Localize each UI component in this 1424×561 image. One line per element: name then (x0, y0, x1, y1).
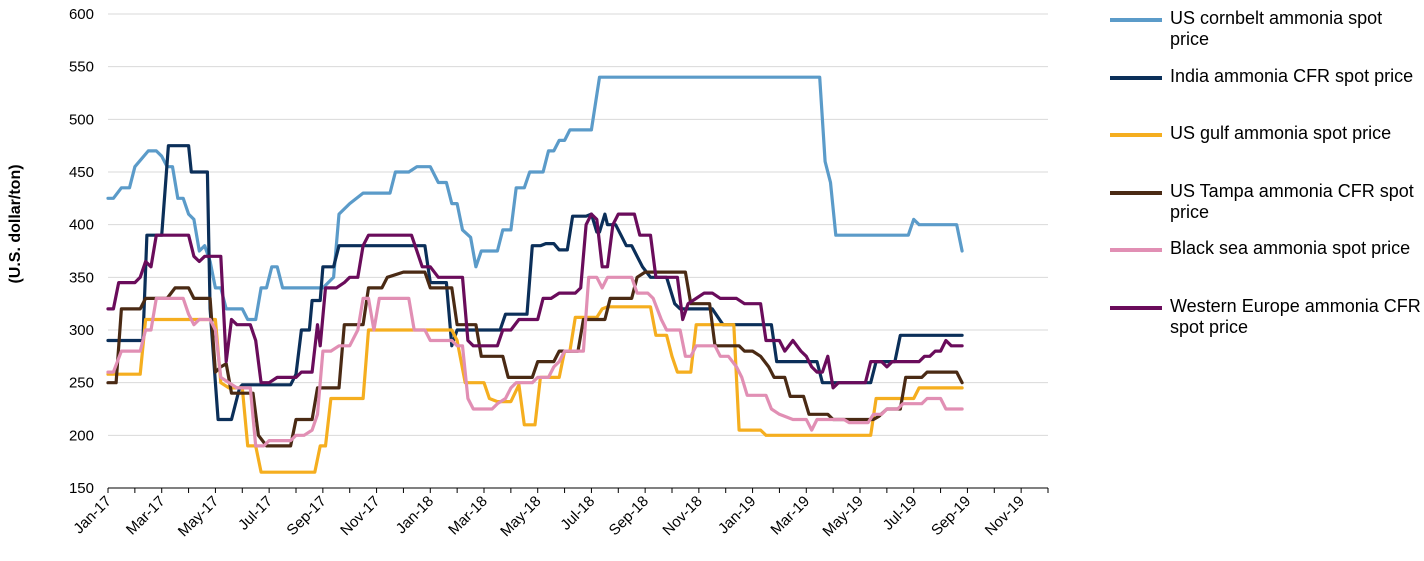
x-tick-label: Mar-19 (767, 493, 813, 539)
series-line-0 (106, 75, 964, 322)
legend-swatch (1110, 305, 1162, 310)
legend-item: US cornbelt ammonia spot price (1110, 8, 1422, 66)
x-tick-label: Jan-17 (70, 493, 114, 537)
legend-item: US gulf ammonia spot price (1110, 123, 1422, 181)
series-line-5 (106, 212, 964, 390)
x-tick-label: Sep-19 (928, 493, 974, 539)
x-axis: Jan-17 Mar-17 May-17 Jul-17 Sep-17 Nov-17 Jan-… (70, 487, 1049, 540)
legend-item: US Tampa ammonia CFR spot price (1110, 181, 1422, 239)
legend-item: India ammonia CFR spot price (1110, 66, 1422, 124)
x-tick-label: Nov-19 (982, 493, 1028, 539)
x-tick-label: Jan-19 (715, 493, 759, 537)
y-tick-label: 500 (69, 111, 94, 128)
legend-label: US cornbelt ammonia spot price (1170, 8, 1383, 49)
x-tick-label: Jul-19 (880, 493, 921, 534)
x-tick-label: Nov-17 (337, 493, 383, 539)
y-tick-label: 150 (69, 480, 94, 497)
y-tick-label: 400 (69, 217, 94, 234)
x-tick-label: Mar-17 (123, 493, 169, 539)
y-tick-label: 200 (69, 427, 94, 444)
x-tick-label: Mar-18 (445, 493, 491, 539)
y-tick-label: 300 (69, 322, 94, 339)
x-tick-label: May-19 (819, 493, 866, 540)
y-tick-label: 600 (69, 6, 94, 23)
series-lines (106, 75, 964, 474)
legend-swatch (1110, 248, 1162, 253)
y-tick-label: 550 (69, 59, 94, 76)
x-tick-label: Nov-18 (659, 493, 705, 539)
legend-label: US gulf ammonia spot price (1170, 123, 1392, 144)
legend-label: India ammonia CFR spot price (1170, 65, 1414, 86)
x-tick-label: May-17 (175, 493, 222, 540)
legend-item: Western Europe ammonia CFR spot price (1110, 296, 1422, 354)
legend-label: Black sea ammonia spot price (1170, 238, 1411, 259)
series-line-1 (106, 144, 964, 422)
y-axis-ticks: 150 200 250 300 350 400 450 500 550 600 (69, 6, 94, 497)
x-tick-label: Sep-17 (283, 493, 329, 539)
legend-item: Black sea ammonia spot price (1110, 238, 1422, 296)
y-axis-label: (U.S. dollar/ton) (7, 164, 24, 283)
legend-swatch (1110, 133, 1162, 138)
legend-label: Western Europe ammonia CFR spot price (1170, 295, 1421, 337)
x-tick-label: Jul-18 (557, 493, 598, 534)
gridlines (108, 13, 1048, 436)
y-tick-label: 450 (69, 164, 94, 181)
series-line-2 (106, 305, 964, 474)
legend-swatch (1110, 18, 1162, 22)
y-tick-label: 250 (69, 375, 94, 392)
x-tick-label: Jul-17 (235, 493, 276, 534)
x-tick-label: May-18 (497, 493, 544, 540)
y-tick-label: 350 (69, 269, 94, 286)
series-line-3 (106, 270, 964, 448)
legend-swatch (1110, 190, 1162, 195)
legend-label: US Tampa ammonia CFR spot price (1170, 180, 1414, 222)
x-tick-label: Sep-18 (606, 493, 652, 539)
x-tick-label: Jan-18 (393, 493, 437, 537)
legend-swatch (1110, 75, 1162, 80)
chart-legend: US cornbelt ammonia spot price India ammo… (1110, 8, 1422, 354)
series-line-4 (106, 275, 964, 448)
